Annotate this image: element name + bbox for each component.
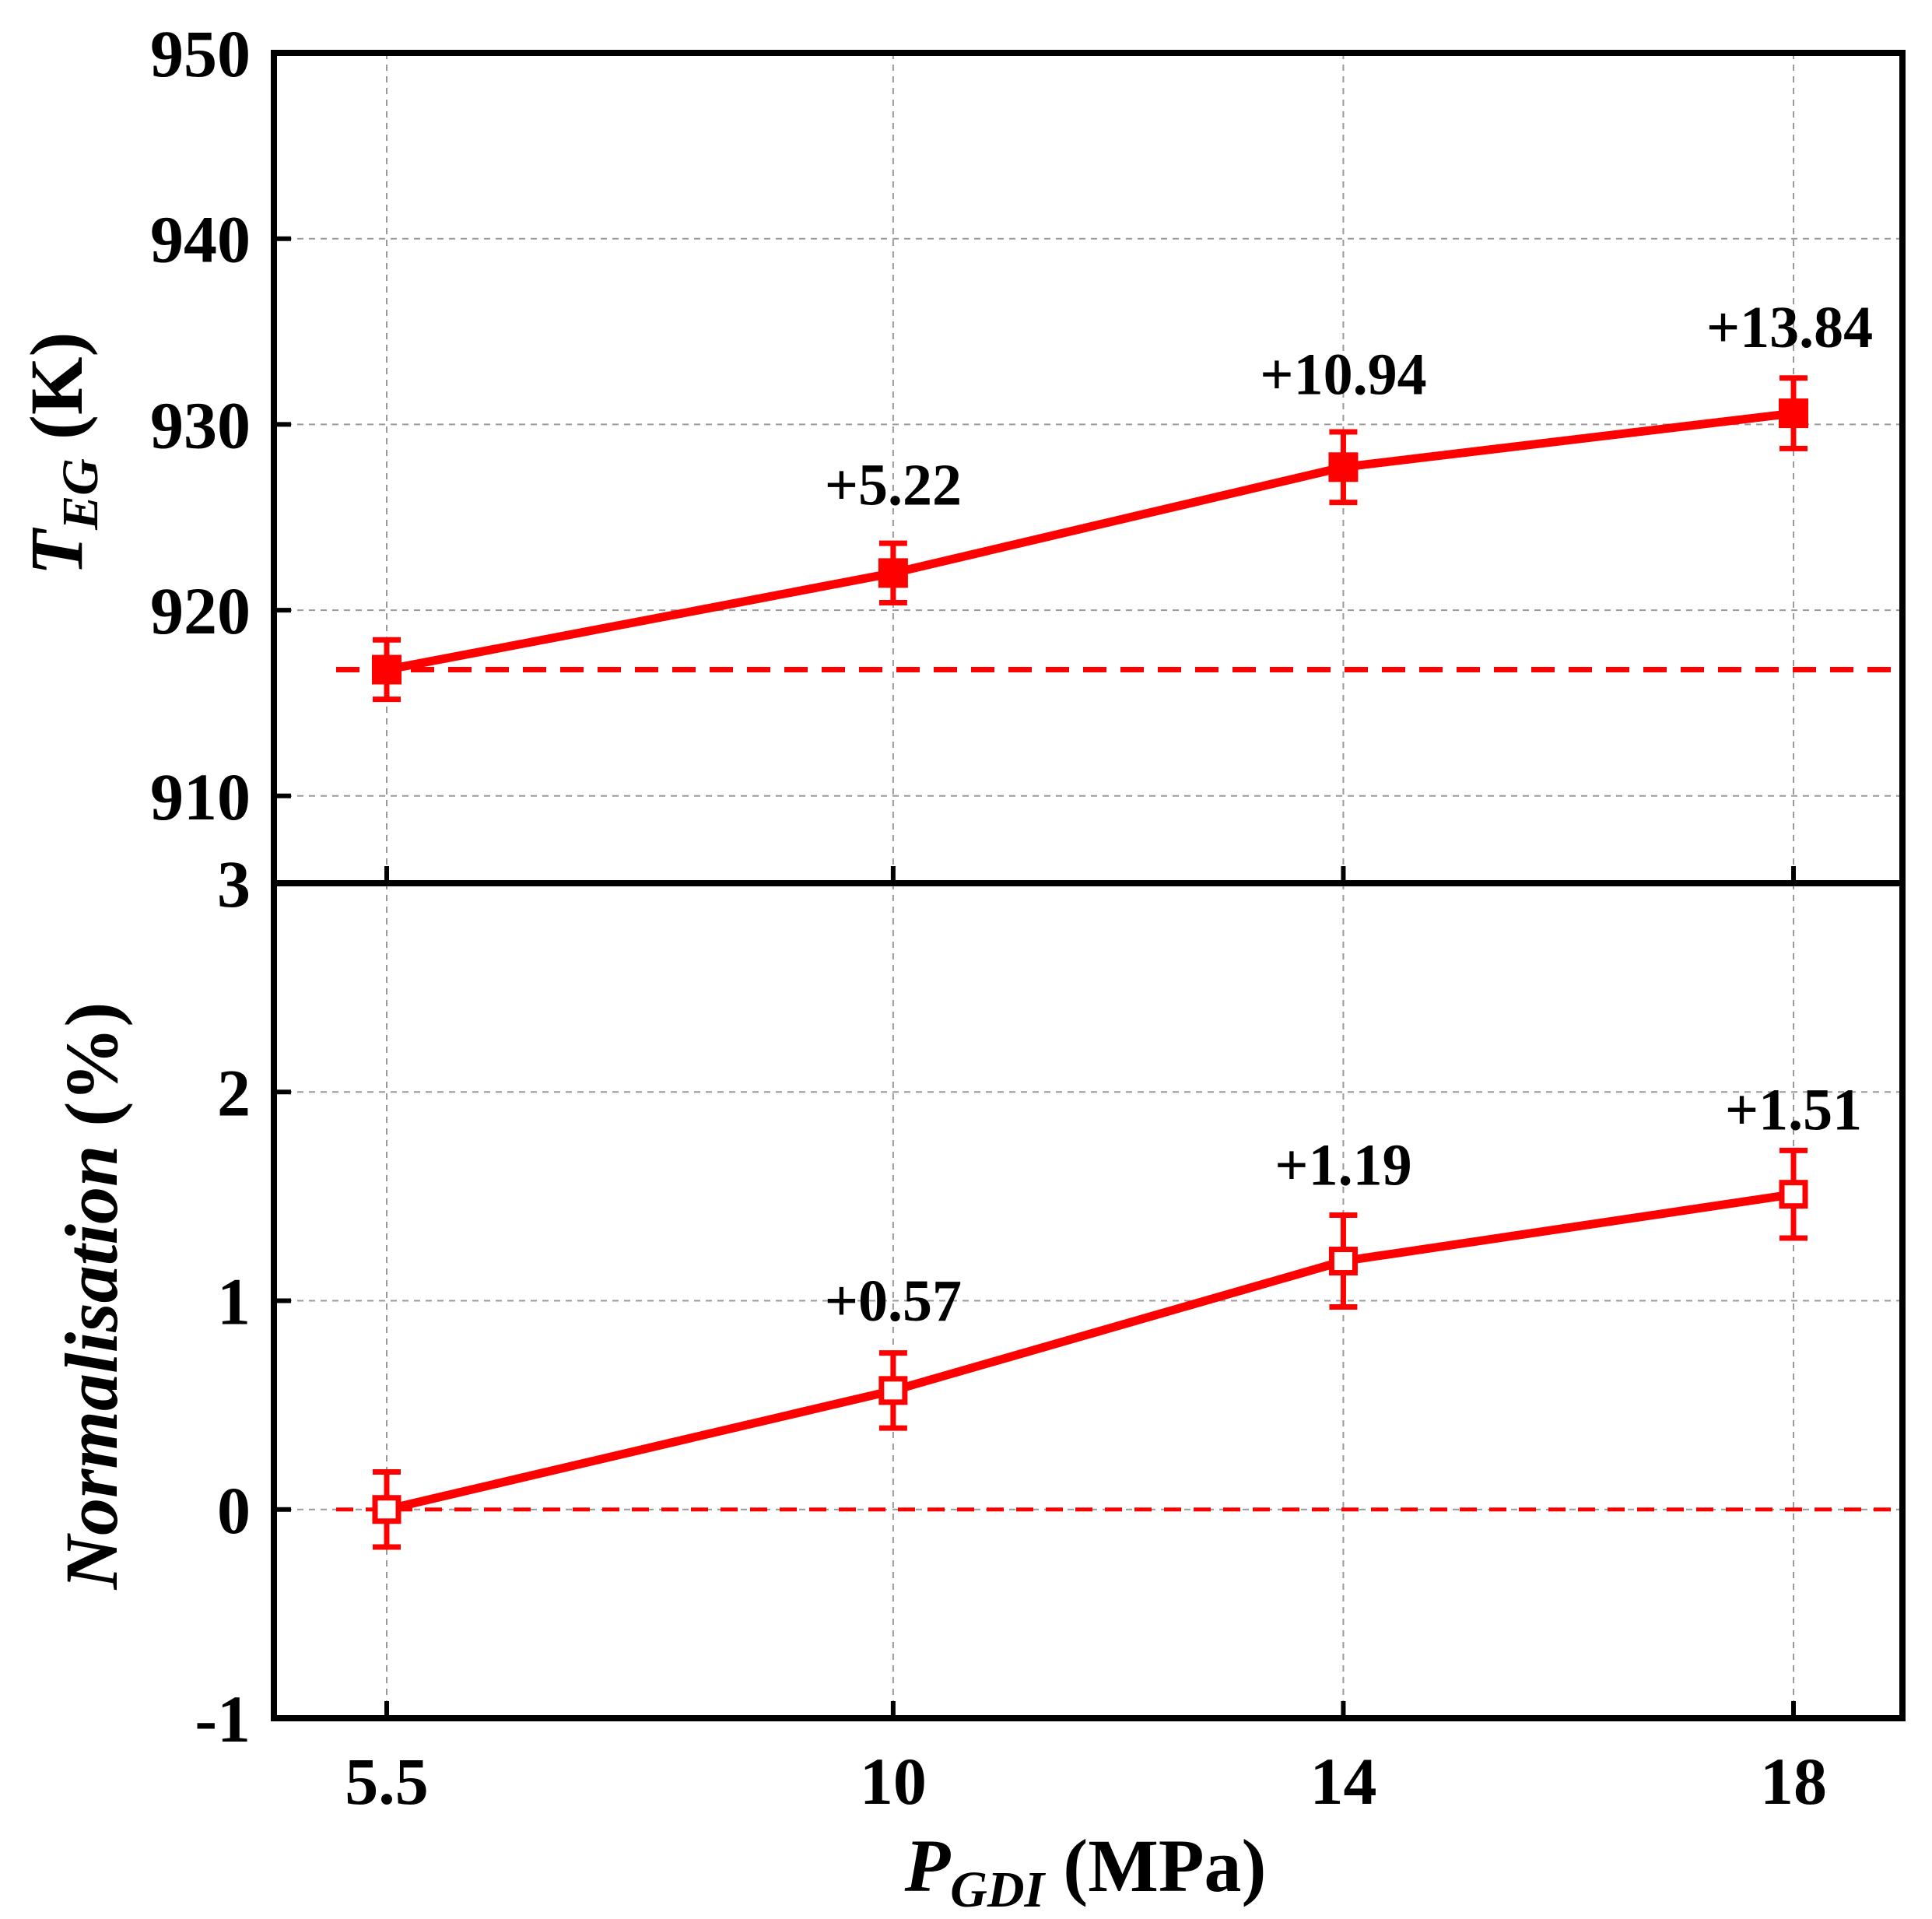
bottom-panel: 3 2 1 0 -1 +0.57 +1.19 +1.51 Normalisati…: [50, 847, 1902, 1756]
bottom-ytick-0: 0: [217, 1473, 251, 1548]
top-error-bars: [373, 375, 1808, 703]
xlabel-sub: GDI: [950, 1861, 1046, 1918]
bottom-ytick-minus1: -1: [195, 1682, 251, 1756]
bottom-annotations: +0.57 +1.19 +1.51: [825, 1078, 1862, 1334]
top-annotation-10: +5.22: [825, 452, 962, 517]
top-ytick-950: 950: [150, 16, 251, 91]
bottom-ytick-3: 3: [217, 847, 251, 921]
top-y-axis-label: TEG (K): [15, 332, 109, 576]
xtick-10: 10: [860, 1744, 927, 1819]
top-panel: 950 940 930 920 910 +5.22 +10.94 +13.84 …: [15, 16, 1902, 883]
top-y-tick-labels: 950 940 930 920 910: [150, 16, 251, 834]
top-ytick-940: 940: [150, 202, 251, 277]
top-series-line: [385, 409, 1794, 674]
top-ylabel-unit: [15, 440, 98, 458]
xlabel-unit: (MPa): [1063, 1824, 1266, 1907]
bottom-ytick-2: 2: [217, 1055, 251, 1130]
x-tick-labels: 5.5 10 14 18: [345, 1744, 1827, 1819]
bot-marker-10: [878, 1376, 908, 1405]
top-ytick-930: 930: [150, 388, 251, 462]
top-annotation-18: +13.84: [1706, 295, 1873, 360]
xlabel-main: P: [904, 1824, 952, 1907]
bottom-ylabel-space: [50, 1127, 133, 1145]
bottom-ytick-1: 1: [217, 1265, 251, 1339]
xtick-14: 14: [1310, 1744, 1376, 1819]
bottom-ylabel-unit: (%): [50, 1002, 133, 1127]
top-marker-18: [1779, 398, 1808, 429]
bottom-plot-frame: [271, 880, 1906, 1721]
top-marker-10: [878, 558, 908, 588]
bot-marker-18: [1779, 1180, 1808, 1209]
bottom-series-line: [385, 1190, 1794, 1514]
bottom-error-bars: [373, 1147, 1808, 1550]
top-markers: [372, 398, 1808, 685]
top-marker-5.5: [372, 654, 401, 685]
x-axis-ticks: [384, 866, 1796, 1718]
top-ytick-920: 920: [150, 574, 251, 648]
bottom-gridlines: [274, 881, 1902, 1721]
bottom-y-axis-label: Normalisation (%): [50, 1002, 133, 1591]
top-ylabel-main: T: [15, 527, 98, 575]
x-axis-label: PGDI (MPa): [904, 1824, 1267, 1918]
bottom-annotation-14: +1.19: [1275, 1133, 1411, 1198]
top-ylabel-sub: EG: [52, 458, 109, 531]
xtick-18: 18: [1760, 1744, 1827, 1819]
bottom-markers: [372, 1180, 1808, 1524]
top-annotation-14: +10.94: [1260, 342, 1426, 407]
xtick-5.5: 5.5: [345, 1744, 429, 1819]
top-annotations: +5.22 +10.94 +13.84: [825, 295, 1873, 517]
bot-marker-5.5: [372, 1495, 401, 1524]
top-plot-frame: [271, 50, 1906, 886]
bottom-annotation-10: +0.57: [825, 1268, 962, 1334]
xlabel-space: [1044, 1824, 1063, 1907]
top-ytick-910: 910: [150, 760, 251, 834]
top-ylabel-unit-text: (K): [15, 332, 98, 440]
top-marker-14: [1328, 452, 1359, 482]
top-gridlines: [274, 51, 1902, 883]
bottom-y-tick-labels: 3 2 1 0 -1: [195, 847, 251, 1756]
bot-marker-14: [1328, 1247, 1358, 1276]
bottom-ylabel-main: Normalisation: [50, 1145, 133, 1591]
bottom-annotation-18: +1.51: [1725, 1078, 1862, 1143]
